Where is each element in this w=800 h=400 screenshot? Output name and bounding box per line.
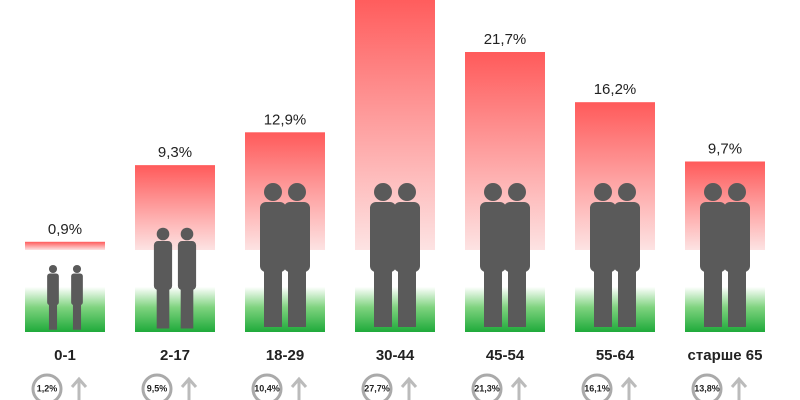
previous-value-circle — [691, 373, 723, 400]
value-label: 12,9% — [264, 111, 307, 128]
previous-value-circle — [251, 373, 283, 400]
silhouette-head — [508, 183, 526, 201]
category-label: 45-54 — [486, 347, 525, 364]
silhouette-legs — [48, 302, 58, 330]
previous-value-circle — [31, 373, 63, 400]
silhouette-legs — [618, 267, 636, 327]
category-label: 30-44 — [376, 347, 415, 364]
bar-base — [25, 250, 105, 332]
silhouette-head — [594, 183, 612, 201]
up-arrow — [730, 376, 748, 400]
up-arrow — [620, 376, 638, 400]
value-label: 9,7% — [708, 140, 742, 157]
silhouette-legs — [484, 267, 502, 327]
bar-base — [135, 250, 215, 332]
silhouette-head — [156, 227, 170, 241]
bar — [135, 165, 215, 250]
category-label: 18-29 — [266, 347, 304, 364]
silhouette-legs — [156, 286, 170, 329]
silhouette-head — [618, 183, 636, 201]
silhouette-head — [374, 183, 392, 201]
previous-value-circle — [471, 373, 503, 400]
silhouette-legs — [398, 267, 416, 327]
previous-value-circle — [361, 373, 393, 400]
silhouette-head — [728, 183, 746, 201]
silhouette-body — [700, 202, 726, 272]
silhouette-head — [398, 183, 416, 201]
previous-value-circle — [581, 373, 613, 400]
value-label: 0,9% — [48, 221, 82, 238]
previous-value-label: 16,1% — [584, 383, 610, 393]
silhouette-head — [48, 264, 58, 274]
previous-value-label: 13,8% — [694, 383, 720, 393]
silhouette-legs — [72, 302, 82, 330]
category-label: старше 65 — [688, 347, 763, 364]
previous-value-label: 27,7% — [364, 383, 390, 393]
silhouette-legs — [728, 267, 746, 327]
silhouette-legs — [704, 267, 722, 327]
silhouette-body — [724, 202, 750, 272]
value-label: 21,7% — [484, 31, 527, 48]
up-arrow — [290, 376, 308, 400]
previous-value-label: 21,3% — [474, 383, 500, 393]
silhouette-body — [260, 202, 286, 272]
value-label: 9,3% — [158, 144, 192, 161]
category-label: 0-1 — [54, 347, 76, 364]
silhouette-legs — [264, 267, 282, 327]
silhouette-head — [484, 183, 502, 201]
silhouette-legs — [180, 286, 194, 329]
silhouette-body — [590, 202, 616, 272]
silhouette-head — [72, 264, 82, 274]
previous-value-circle — [141, 373, 173, 400]
silhouette-head — [264, 183, 282, 201]
silhouette-legs — [594, 267, 612, 327]
silhouette-head — [704, 183, 722, 201]
previous-value-label: 1,2% — [37, 383, 58, 393]
bar — [25, 241, 105, 250]
up-arrow — [70, 376, 88, 400]
silhouette-body — [504, 202, 530, 272]
silhouette-body — [370, 202, 396, 272]
silhouette-legs — [508, 267, 526, 327]
silhouette-body — [153, 241, 173, 290]
silhouette-body — [71, 273, 83, 305]
silhouette-body — [177, 241, 197, 290]
silhouette-head — [288, 183, 306, 201]
silhouette-body — [284, 202, 310, 272]
value-label: 16,2% — [594, 81, 637, 98]
previous-value-label: 9,5% — [147, 383, 168, 393]
silhouette-body — [47, 273, 59, 305]
up-arrow — [400, 376, 418, 400]
silhouette-legs — [374, 267, 392, 327]
silhouette-body — [614, 202, 640, 272]
silhouette-head — [180, 227, 194, 241]
previous-value-label: 10,4% — [254, 383, 280, 393]
silhouette-body — [480, 202, 506, 272]
silhouette-body — [394, 202, 420, 272]
silhouette-legs — [288, 267, 306, 327]
up-arrow — [510, 376, 528, 400]
category-label: 55-64 — [596, 347, 635, 364]
category-label: 2-17 — [160, 347, 190, 364]
up-arrow — [180, 376, 198, 400]
